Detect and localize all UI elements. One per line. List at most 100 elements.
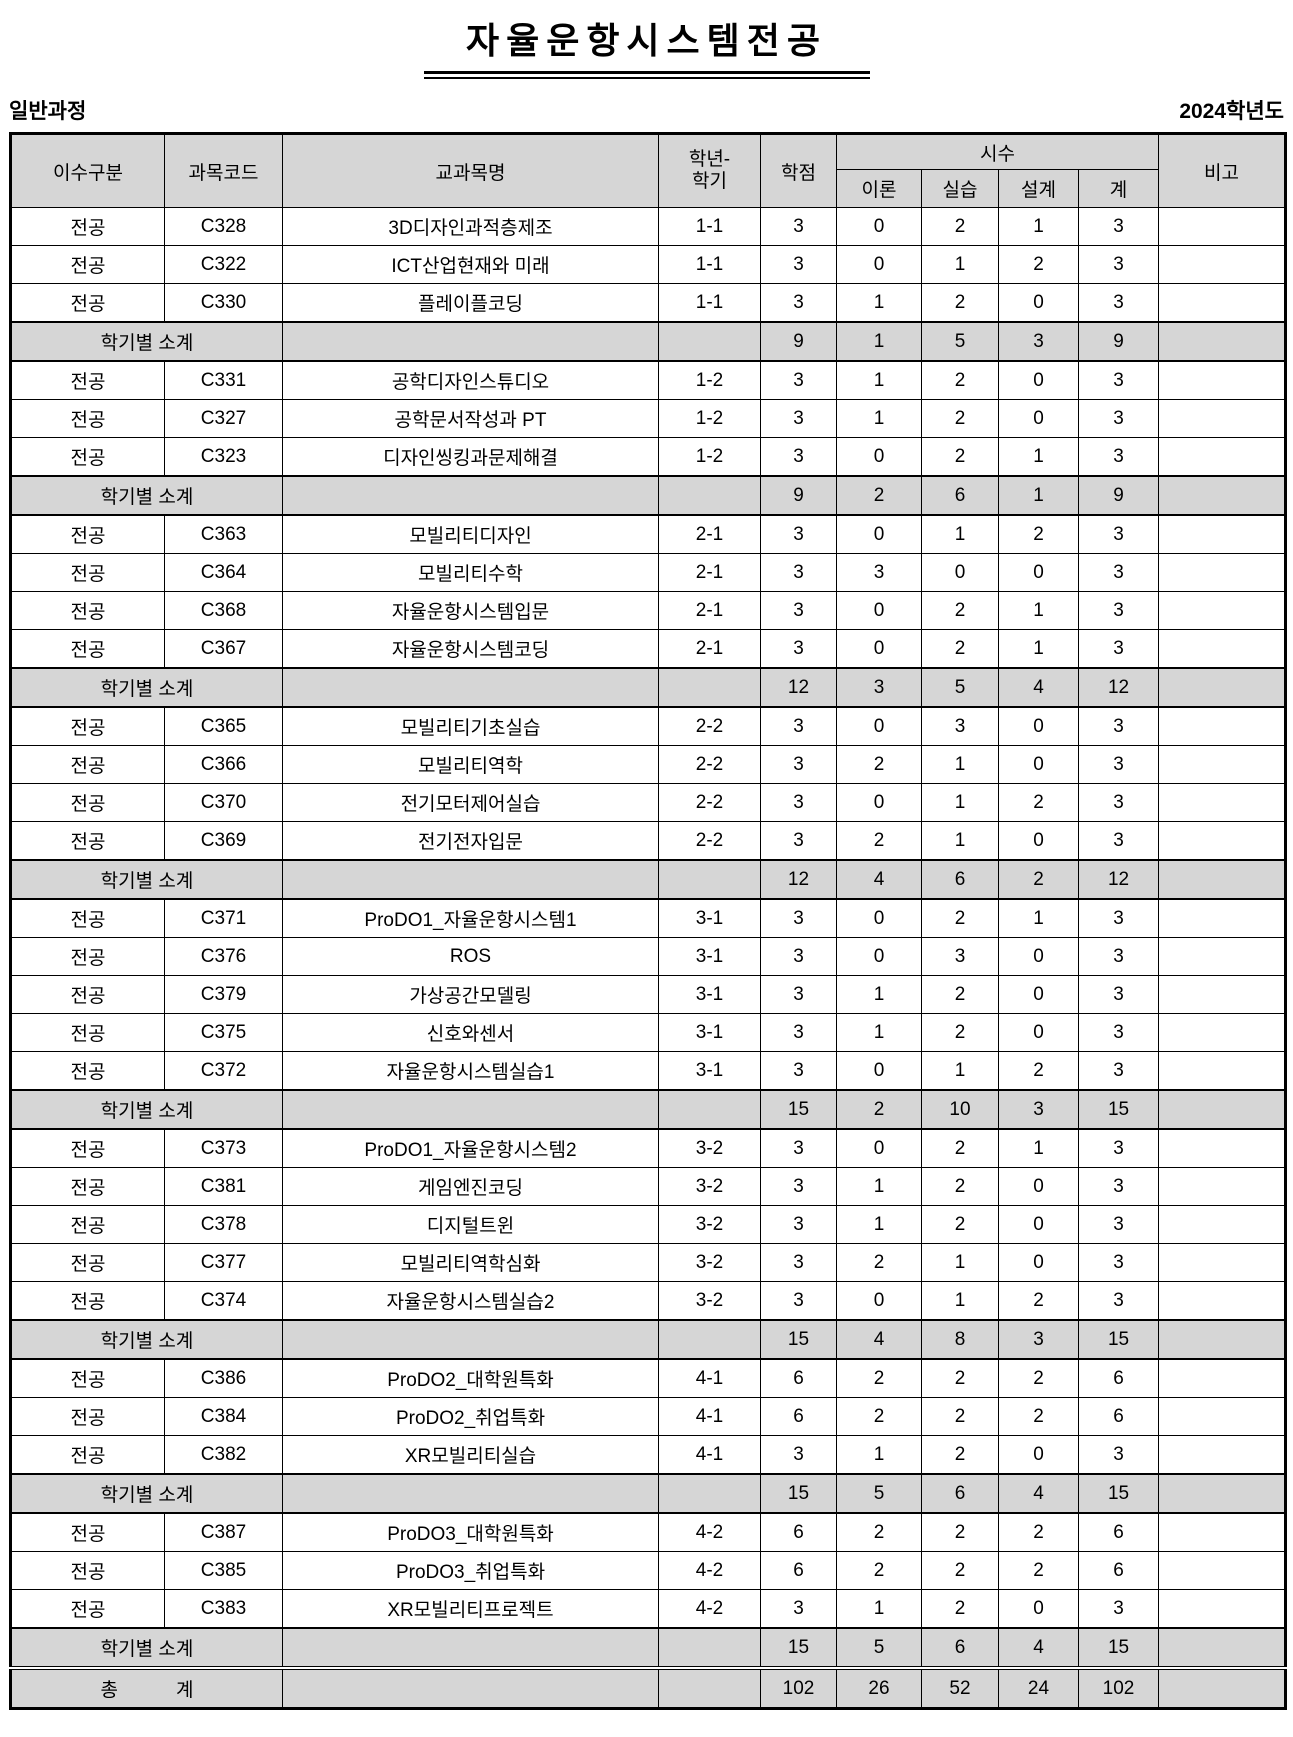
cell-total: 3	[1077, 706, 1160, 746]
cell-semester: 1-2	[658, 360, 761, 400]
cell-credits: 3	[760, 514, 837, 554]
col-header-semester-line2: 학기	[692, 171, 727, 192]
course-row: 전공 C373 ProDO1_자율운항시스템2 3-2 3 0 2 1 3	[10, 1128, 1287, 1168]
cell-practice: 2	[921, 1167, 999, 1206]
cell-total: 3	[1077, 399, 1160, 438]
cell-practice: 0	[921, 553, 999, 592]
cell-remarks	[1158, 859, 1287, 900]
cell-remarks	[1158, 1397, 1287, 1436]
cell-name: 자율운항시스템실습2	[282, 1281, 659, 1321]
cell-design: 2	[998, 859, 1079, 900]
cell-design: 2	[998, 1051, 1079, 1091]
cell-practice: 5	[921, 321, 999, 362]
cell-code: C377	[164, 1243, 283, 1282]
cell-theory: 0	[836, 1128, 922, 1168]
cell-name: ProDO3_대학원특화	[282, 1512, 659, 1552]
cell-theory: 2	[836, 745, 922, 784]
cell-theory: 2	[836, 1397, 922, 1436]
cell-practice: 6	[921, 859, 999, 900]
cell-total: 3	[1077, 245, 1160, 284]
cell-practice: 2	[921, 898, 999, 938]
cell-total: 3	[1077, 629, 1160, 669]
cell-design: 2	[998, 1397, 1079, 1436]
cell-code: C379	[164, 975, 283, 1014]
cell-name: 모빌리티디자인	[282, 514, 659, 554]
cell-remarks	[1158, 1319, 1287, 1360]
cell-practice: 10	[921, 1089, 999, 1130]
cell-code: C365	[164, 706, 283, 746]
cell-remarks	[1158, 706, 1287, 746]
cell-semester: 4-1	[658, 1435, 761, 1475]
cell-semester: 3-1	[658, 1013, 761, 1052]
cell-category: 전공	[10, 898, 165, 938]
cell-code: C371	[164, 898, 283, 938]
subtotal-row: 학기별 소계 12 3 5 4 12	[10, 667, 1287, 708]
cell-name: ICT산업현재와 미래	[282, 245, 659, 284]
course-row: 전공 C367 자율운항시스템코딩 2-1 3 0 2 1 3	[10, 629, 1287, 669]
cell-credits: 3	[760, 975, 837, 1014]
cell-practice: 2	[921, 975, 999, 1014]
cell-semester	[658, 667, 761, 708]
cell-remarks	[1158, 1666, 1287, 1710]
cell-credits: 3	[760, 898, 837, 938]
cell-category: 전공	[10, 1397, 165, 1436]
cell-design: 3	[998, 1319, 1079, 1360]
subtotal-row: 학기별 소계 15 2 10 3 15	[10, 1089, 1287, 1130]
course-row: 전공 C323 디자인씽킹과문제해결 1-2 3 0 2 1 3	[10, 437, 1287, 477]
cell-credits: 3	[760, 591, 837, 630]
cell-design: 0	[998, 1435, 1079, 1475]
subtotal-row: 학기별 소계 12 4 6 2 12	[10, 859, 1287, 900]
cell-remarks	[1158, 1435, 1287, 1475]
cell-design: 2	[998, 1281, 1079, 1321]
subtotal-row: 학기별 소계 9 2 6 1 9	[10, 475, 1287, 516]
cell-name: 전기전자입문	[282, 821, 659, 861]
cell-remarks	[1158, 745, 1287, 784]
course-type-label: 일반과정	[9, 100, 87, 123]
cell-practice: 2	[921, 1128, 999, 1168]
cell-theory: 5	[836, 1473, 922, 1514]
cell-practice: 2	[921, 1551, 999, 1590]
cell-name: 공학디자인스튜디오	[282, 360, 659, 400]
cell-name	[282, 859, 659, 900]
cell-credits: 6	[760, 1512, 837, 1552]
cell-credits: 9	[760, 321, 837, 362]
cell-credits: 9	[760, 475, 837, 516]
cell-credits: 3	[760, 360, 837, 400]
cell-code: C363	[164, 514, 283, 554]
cell-name: 플레이플코딩	[282, 283, 659, 323]
cell-code: C328	[164, 207, 283, 246]
cell-theory: 0	[836, 629, 922, 669]
cell-theory: 0	[836, 783, 922, 822]
cell-total: 9	[1077, 321, 1160, 362]
course-row: 전공 C372 자율운항시스템실습1 3-1 3 0 1 2 3	[10, 1051, 1287, 1091]
cell-category: 전공	[10, 1512, 165, 1552]
cell-semester: 3-1	[658, 898, 761, 938]
cell-code: C322	[164, 245, 283, 284]
cell-practice: 6	[921, 1627, 999, 1669]
cell-category: 전공	[10, 553, 165, 592]
course-row: 전공 C379 가상공간모델링 3-1 3 1 2 0 3	[10, 975, 1287, 1014]
cell-credits: 3	[760, 1167, 837, 1206]
col-header-name: 교과목명	[282, 133, 659, 208]
cell-theory: 2	[836, 1243, 922, 1282]
col-header-remarks: 비고	[1158, 133, 1287, 208]
cell-practice: 2	[921, 591, 999, 630]
cell-design: 4	[998, 1627, 1079, 1669]
cell-semester: 3-1	[658, 1051, 761, 1091]
cell-semester: 3-2	[658, 1167, 761, 1206]
course-row: 전공 C331 공학디자인스튜디오 1-2 3 1 2 0 3	[10, 360, 1287, 400]
col-header-code: 과목코드	[164, 133, 283, 208]
cell-practice: 3	[921, 937, 999, 976]
cell-theory: 0	[836, 706, 922, 746]
cell-theory: 1	[836, 360, 922, 400]
cell-design: 2	[998, 1358, 1079, 1398]
cell-name: 자율운항시스템코딩	[282, 629, 659, 669]
col-header-design: 설계	[998, 169, 1079, 208]
cell-credits: 3	[760, 1205, 837, 1244]
cell-design: 0	[998, 975, 1079, 1014]
course-row: 전공 C375 신호와센서 3-1 3 1 2 0 3	[10, 1013, 1287, 1052]
cell-remarks	[1158, 399, 1287, 438]
cell-code: C373	[164, 1128, 283, 1168]
cell-theory: 0	[836, 1281, 922, 1321]
grand-total-label-right: 계	[176, 1680, 194, 1701]
